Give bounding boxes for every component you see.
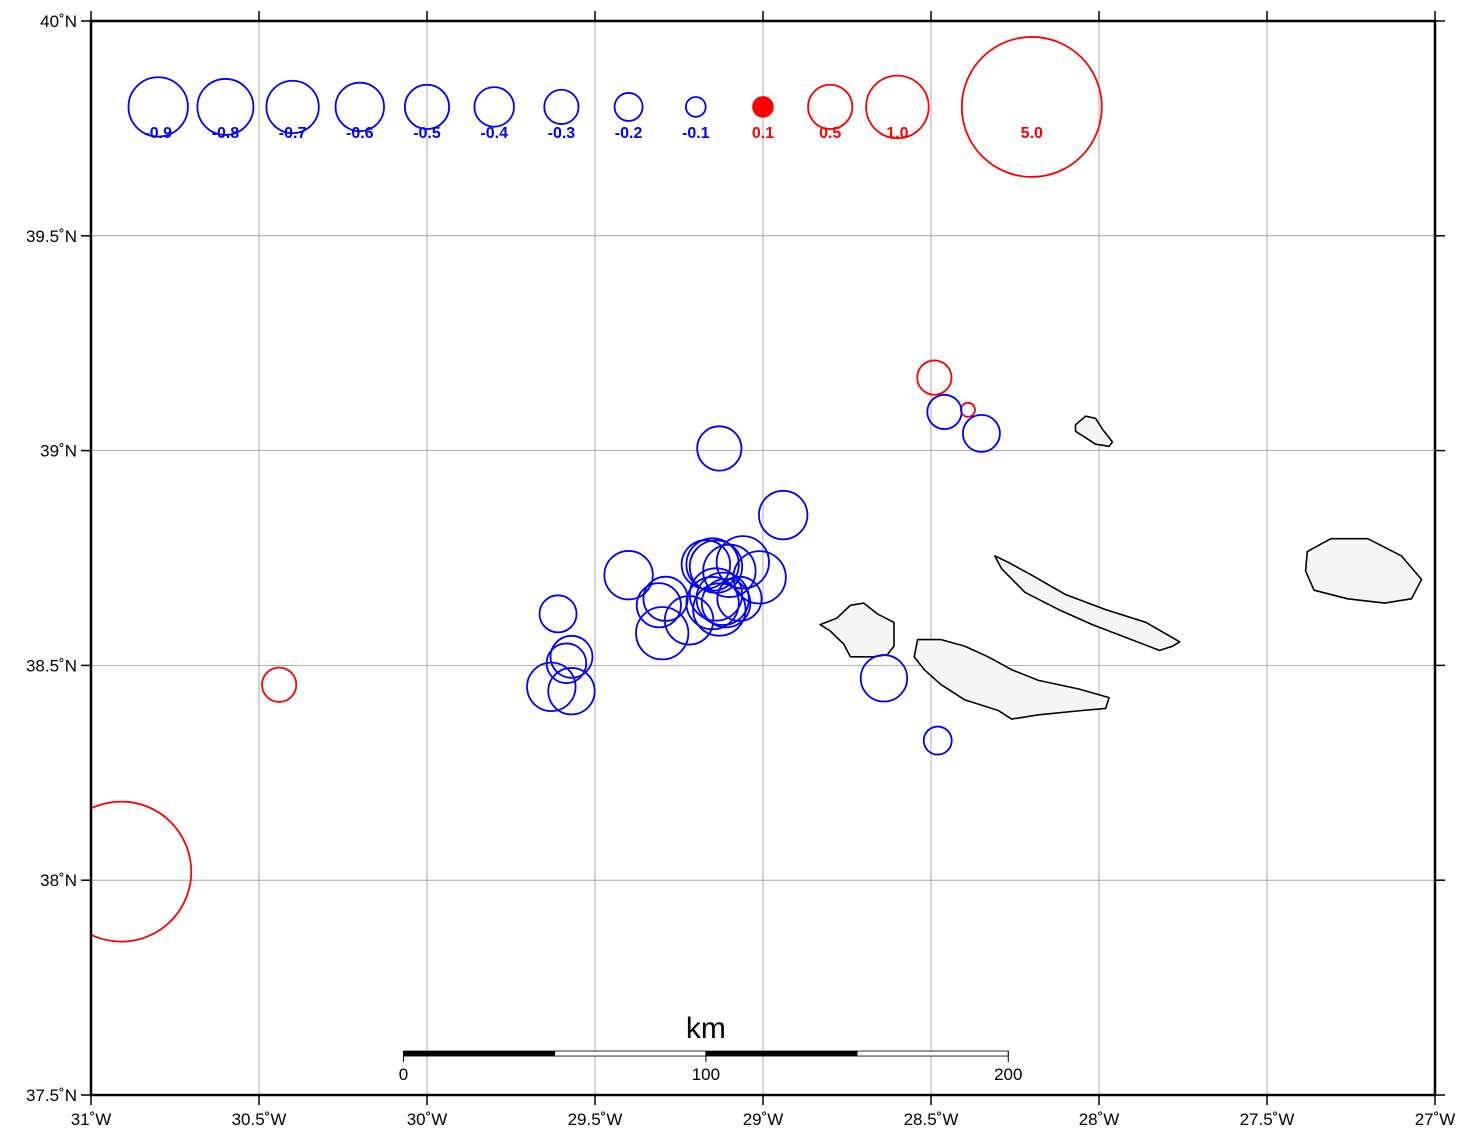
legend-circle <box>960 36 1103 178</box>
event-circle-negative <box>961 413 1001 453</box>
event-circle-negative <box>922 725 953 756</box>
x-tick-label: 29.5˚W <box>568 1110 623 1129</box>
scale-bar-tick-label: 100 <box>692 1065 720 1084</box>
legend-label: 0.1 <box>752 125 774 142</box>
y-tick-label: 38˚N <box>40 871 77 890</box>
legend-circle <box>127 76 189 138</box>
legend-circle <box>543 88 580 125</box>
event-circle-negative <box>926 393 963 430</box>
legend-label: -0.4 <box>480 125 508 142</box>
legend-circle <box>265 79 320 135</box>
legend-circle <box>403 83 451 130</box>
event-circle-positive <box>91 800 193 943</box>
legend-circle <box>807 83 854 130</box>
scale-bar-segment <box>403 1050 556 1057</box>
legend-label: -0.7 <box>279 125 307 142</box>
events-layer <box>91 359 1001 943</box>
event-circle-negative <box>549 634 594 679</box>
x-tick-label: 27.5˚W <box>1240 1110 1295 1129</box>
x-tick-label: 27˚W <box>1415 1110 1456 1129</box>
legend-circle <box>473 86 515 128</box>
legend-label: -0.3 <box>548 125 576 142</box>
scale-bar-tick-label: 200 <box>994 1065 1022 1084</box>
x-tick-label: 29˚W <box>743 1110 784 1129</box>
event-circle-negative <box>859 654 909 703</box>
event-circle-negative <box>526 661 577 713</box>
legend-label: -0.9 <box>144 125 172 142</box>
x-tick-label: 30˚W <box>407 1110 448 1129</box>
event-circle-negative <box>692 582 747 637</box>
scale-bar-tick-label: 0 <box>399 1065 408 1084</box>
legend-circle <box>865 74 930 140</box>
legend-circle <box>752 96 774 118</box>
scale-bar-segment <box>705 1050 858 1057</box>
event-circle-negative <box>538 594 578 634</box>
terceira-island <box>1304 537 1423 604</box>
event-circle-positive <box>916 359 953 396</box>
legend-circle <box>613 92 644 122</box>
legend-circle <box>196 78 255 136</box>
event-circle-negative <box>642 575 689 622</box>
legend-label: 5.0 <box>1021 125 1043 142</box>
legend-label: -0.6 <box>346 125 374 142</box>
event-circle-negative <box>716 575 763 622</box>
x-tick-label: 28.5˚W <box>904 1110 959 1129</box>
event-circle-negative <box>635 606 690 661</box>
sao-jorge-island <box>993 555 1181 652</box>
legend-label: -0.2 <box>615 125 643 142</box>
y-tick-label: 37.5˚N <box>26 1086 77 1105</box>
y-tick-label: 38.5˚N <box>26 656 77 675</box>
legend-label: -0.1 <box>682 125 710 142</box>
legend-circle <box>685 96 707 118</box>
event-circle-negative <box>696 425 743 472</box>
flores-corvo-island <box>1074 415 1114 448</box>
event-circle-negative <box>700 577 752 629</box>
legend-label: 1.0 <box>886 125 908 142</box>
event-circle-positive <box>960 401 976 418</box>
magnitude-legend: -0.9 -0.8 -0.7 -0.6 -0.5 -0.4 -0.3 -0.2 -0.1 0.1 0… <box>127 36 1103 178</box>
event-circle-negative <box>695 571 750 626</box>
x-tick-label: 31˚W <box>71 1110 112 1129</box>
event-circle-negative <box>635 582 682 629</box>
legend-circle <box>334 81 385 133</box>
scale-bar-segment <box>856 1050 1009 1057</box>
event-circle-negative <box>688 567 744 622</box>
legend-label: -0.5 <box>413 125 441 142</box>
event-circle-positive <box>261 666 298 703</box>
y-tick-label: 39.5˚N <box>26 227 77 246</box>
event-circle-negative <box>758 489 809 541</box>
y-tick-label: 40˚N <box>40 12 77 31</box>
islands-layer <box>819 415 1423 720</box>
scale-bar-title: km <box>686 1012 726 1045</box>
event-circle-negative <box>547 667 596 716</box>
y-tick-label: 39˚N <box>40 442 77 461</box>
x-tick-label: 30.5˚W <box>232 1110 287 1129</box>
event-circle-negative <box>603 550 654 601</box>
legend-label: -0.8 <box>212 125 240 142</box>
graticule-grid <box>90 20 1436 1096</box>
pico-island <box>913 638 1110 720</box>
axis-ticks: 31˚W 30.5˚W 30˚W 29.5˚W 29˚W 28.5˚W 28˚W 27.5˚W… <box>26 11 1455 1129</box>
event-circle-negative <box>715 535 770 590</box>
scale-bar-segment <box>554 1050 707 1057</box>
x-tick-label: 28˚W <box>1079 1110 1120 1129</box>
legend-label: 0.5 <box>819 125 841 142</box>
scale-bar: km 0 100 200 <box>399 1012 1023 1084</box>
faial-island <box>819 602 895 658</box>
